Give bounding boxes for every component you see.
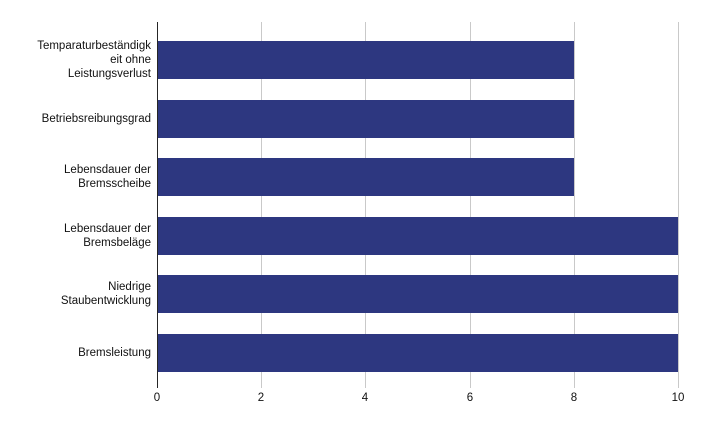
category-label: Lebensdauer der Bremsbeläge <box>1 222 151 250</box>
tick-mark <box>261 378 262 388</box>
category-label-line: Temparaturbeständigk <box>37 40 151 52</box>
bar <box>158 158 574 196</box>
category-label-line: Staubentwicklung <box>60 295 151 307</box>
x-tick-label: 4 <box>361 392 369 404</box>
gridline <box>261 22 262 378</box>
category-label: Lebensdauer der Bremsscheibe <box>1 163 151 191</box>
bar <box>158 334 678 372</box>
tick-mark <box>365 378 366 388</box>
tick-mark <box>574 378 575 388</box>
bar <box>158 41 574 79</box>
category-label-line: eit ohne <box>110 54 151 66</box>
gridline <box>470 22 471 378</box>
x-tick-label: 8 <box>570 392 578 404</box>
category-label: Niedrige Staubentwicklung <box>1 280 151 308</box>
category-label-line: Niedrige <box>108 281 151 293</box>
category-label-line: Lebensdauer der <box>64 164 151 176</box>
gridline <box>574 22 575 378</box>
y-axis-line <box>157 22 158 388</box>
category-label-line: Betriebsreibungsgrad <box>41 113 151 125</box>
bar <box>158 275 678 313</box>
gridline <box>365 22 366 378</box>
category-label-line: Bremsbeläge <box>83 237 151 249</box>
x-tick-label: 10 <box>671 392 685 404</box>
category-label-line: Lebensdauer der <box>64 223 151 235</box>
gridline <box>678 22 679 378</box>
category-label-line: Bremsleistung <box>78 347 151 359</box>
tick-mark <box>678 378 679 388</box>
x-tick-label: 0 <box>153 392 161 404</box>
x-tick-label: 2 <box>257 392 265 404</box>
category-label: Betriebsreibungsgrad <box>1 112 151 126</box>
category-label-line: Leistungsverlust <box>67 68 151 80</box>
category-label-line: Bremsscheibe <box>78 178 151 190</box>
x-tick-label: 6 <box>466 392 474 404</box>
category-label: Bremsleistung <box>1 346 151 360</box>
bar <box>158 217 678 255</box>
category-label: Temparaturbeständigk eit ohne Leistungsver… <box>1 39 151 81</box>
tick-mark <box>470 378 471 388</box>
bar <box>158 100 574 138</box>
